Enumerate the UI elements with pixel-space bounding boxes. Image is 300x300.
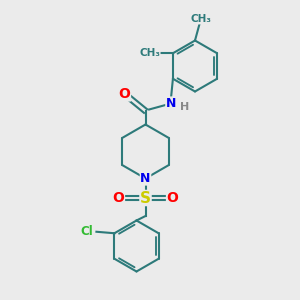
Text: S: S bbox=[140, 190, 151, 206]
Text: Cl: Cl bbox=[80, 225, 93, 238]
Text: CH₃: CH₃ bbox=[190, 14, 212, 24]
Text: CH₃: CH₃ bbox=[139, 48, 160, 58]
Text: O: O bbox=[167, 191, 178, 205]
Text: O: O bbox=[112, 191, 124, 205]
Text: N: N bbox=[166, 97, 176, 110]
Text: O: O bbox=[118, 87, 130, 101]
Text: N: N bbox=[140, 172, 151, 185]
Text: H: H bbox=[180, 101, 189, 112]
